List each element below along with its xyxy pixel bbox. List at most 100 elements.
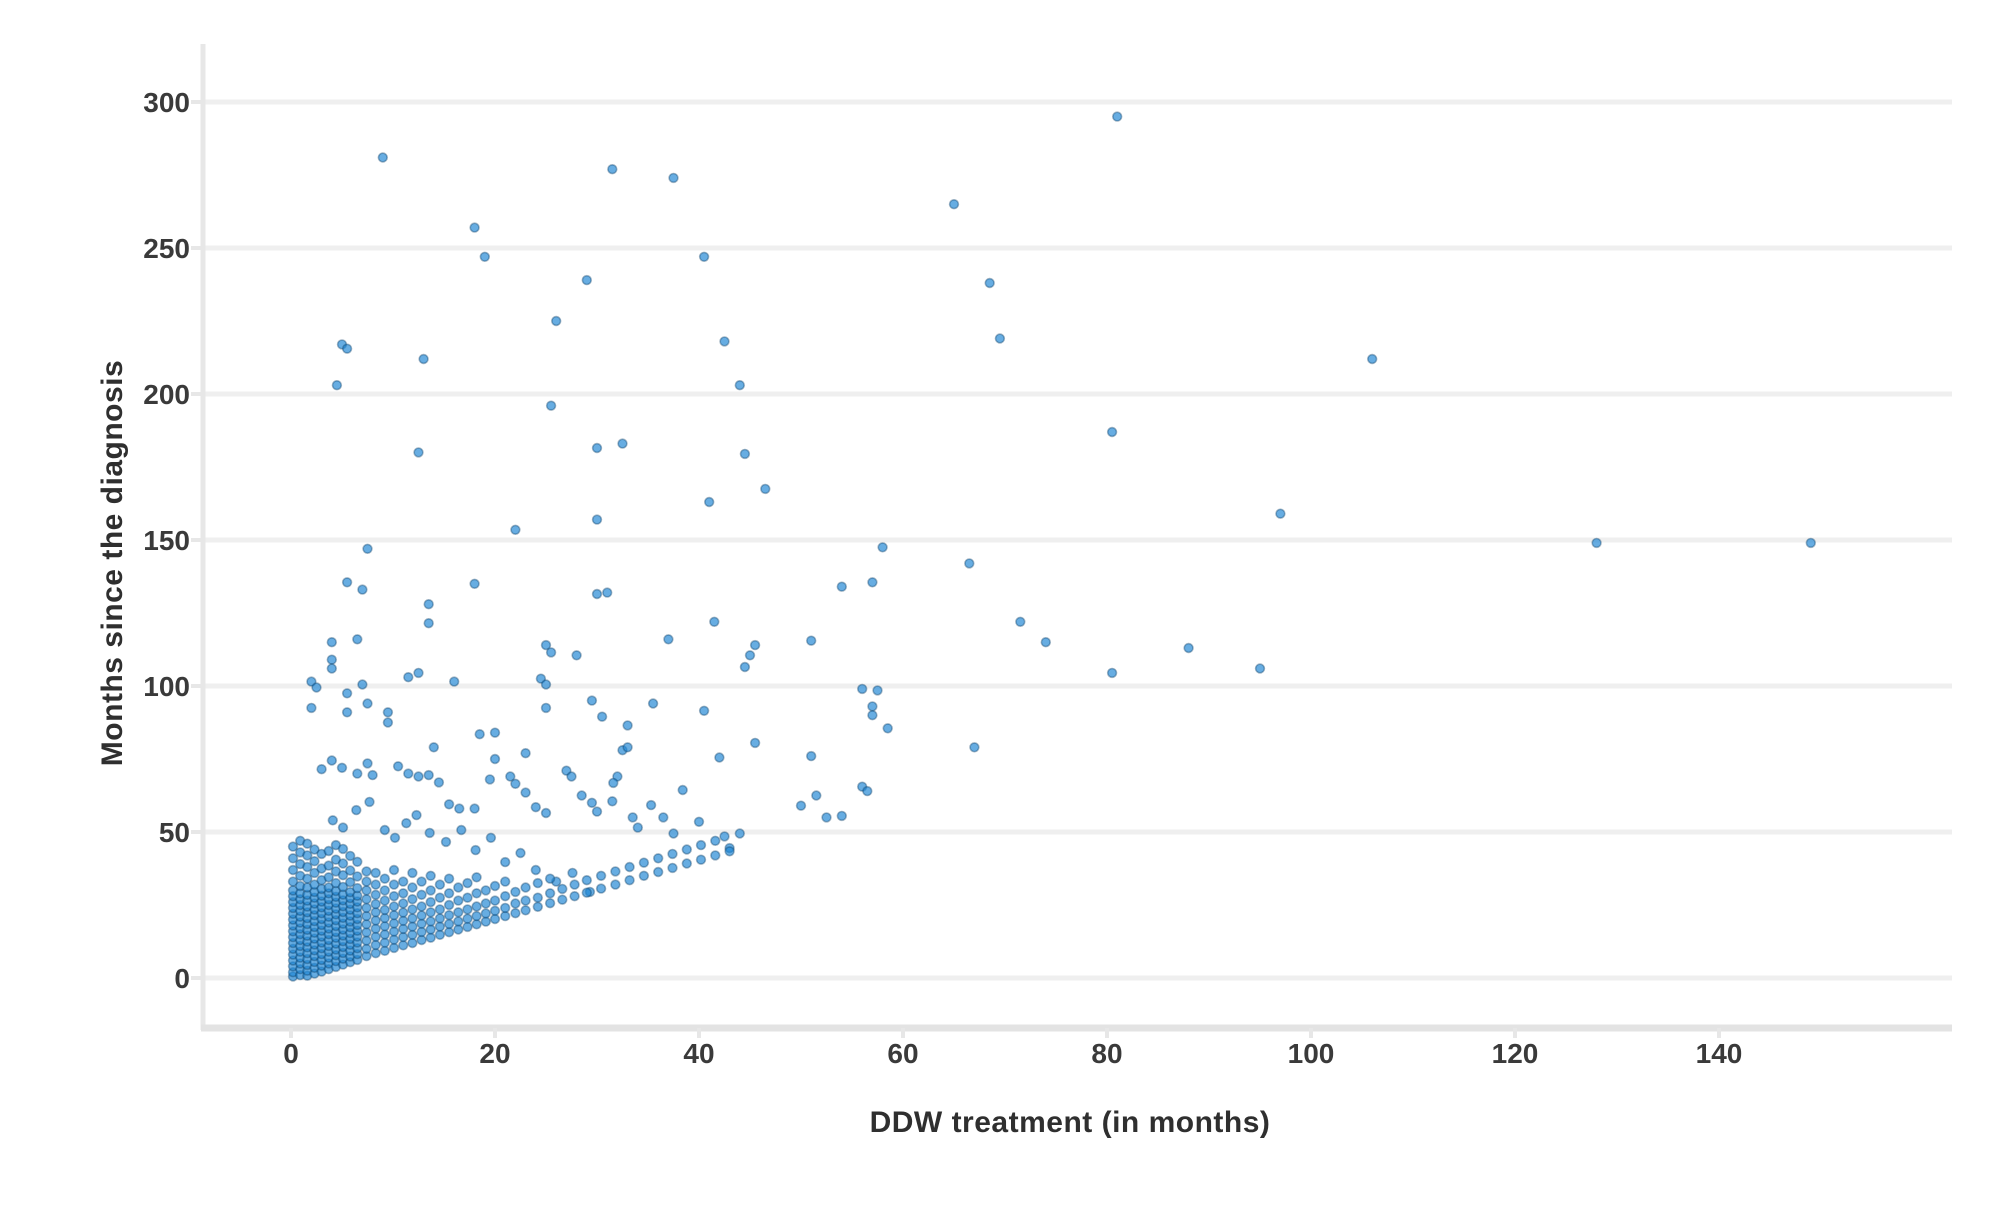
data-point — [302, 838, 313, 849]
data-point — [591, 442, 603, 454]
data-point — [469, 803, 480, 814]
data-point — [361, 902, 372, 914]
data-point — [453, 907, 464, 918]
data-point — [948, 199, 960, 210]
data-point — [326, 663, 337, 674]
data-point — [398, 907, 409, 918]
data-point — [403, 768, 414, 779]
data-point — [749, 639, 761, 651]
data-point — [882, 723, 893, 734]
data-point — [867, 577, 878, 588]
data-point — [454, 803, 465, 814]
data-point — [867, 701, 878, 712]
y-tick-label: 50 — [159, 817, 190, 848]
data-point — [749, 737, 761, 749]
data-point — [544, 873, 556, 884]
data-point — [601, 587, 613, 598]
data-point — [520, 787, 531, 798]
data-point — [362, 543, 373, 554]
data-point — [510, 898, 521, 909]
data-point — [424, 827, 435, 839]
data-point — [622, 742, 633, 753]
data-point — [667, 862, 678, 874]
data-point — [326, 654, 337, 665]
data-point — [836, 810, 847, 822]
data-point — [719, 336, 730, 347]
data-point — [423, 769, 434, 781]
y-tick-label: 250 — [143, 233, 190, 264]
data-point — [480, 898, 491, 909]
data-point — [484, 774, 496, 785]
data-point — [428, 742, 439, 753]
data-point — [416, 901, 427, 912]
data-point — [581, 874, 592, 886]
data-point — [658, 812, 669, 823]
data-point — [323, 872, 334, 883]
data-point — [453, 882, 464, 893]
data-point — [500, 890, 511, 902]
data-point — [407, 913, 418, 924]
data-point — [530, 864, 541, 876]
data-point — [443, 918, 455, 930]
data-point — [540, 679, 552, 690]
data-point — [323, 882, 334, 893]
data-point — [805, 750, 817, 762]
data-point — [510, 524, 521, 535]
x-tick-label: 80 — [1091, 1038, 1122, 1069]
data-point — [302, 850, 313, 861]
data-point — [413, 771, 424, 782]
data-point — [370, 889, 381, 900]
data-point — [667, 848, 678, 860]
data-point — [382, 707, 394, 718]
data-point — [1254, 663, 1266, 674]
data-point — [595, 870, 607, 881]
data-point — [586, 797, 598, 808]
data-point — [443, 909, 455, 921]
data-point — [627, 812, 638, 823]
data-point — [561, 765, 572, 776]
data-point — [377, 152, 388, 163]
data-point — [434, 892, 446, 903]
data-point — [545, 647, 557, 658]
data-point — [326, 636, 337, 648]
x-tick-label: 120 — [1492, 1038, 1539, 1069]
data-point — [361, 876, 372, 887]
data-point — [703, 496, 715, 508]
data-point — [607, 796, 618, 807]
data-point — [489, 753, 501, 765]
data-point — [341, 343, 353, 354]
data-point — [416, 910, 427, 921]
data-point — [510, 778, 521, 789]
x-tick-label: 100 — [1288, 1038, 1335, 1069]
data-point — [433, 777, 445, 788]
data-point — [361, 866, 372, 877]
data-point — [872, 685, 883, 696]
data-point — [345, 865, 356, 876]
data-point — [330, 866, 342, 877]
data-point — [379, 873, 390, 884]
data-point — [698, 251, 710, 262]
data-point — [714, 752, 725, 763]
data-point — [795, 800, 807, 811]
data-point — [581, 274, 592, 286]
data-point — [877, 542, 888, 553]
data-point — [862, 785, 873, 797]
data-point — [449, 676, 460, 687]
data-point — [413, 447, 424, 458]
data-point — [576, 790, 587, 801]
data-point — [330, 839, 342, 851]
data-point — [581, 887, 592, 898]
data-point — [471, 888, 482, 899]
data-point — [1106, 426, 1118, 438]
data-point — [287, 841, 299, 852]
data-point — [364, 796, 375, 808]
data-point — [309, 867, 320, 879]
data-point — [610, 879, 621, 890]
data-point — [357, 679, 368, 690]
data-point — [337, 869, 349, 881]
data-point — [1040, 636, 1052, 648]
data-point — [681, 858, 692, 869]
data-point — [462, 904, 473, 915]
data-point — [617, 438, 628, 449]
data-point — [323, 860, 334, 871]
